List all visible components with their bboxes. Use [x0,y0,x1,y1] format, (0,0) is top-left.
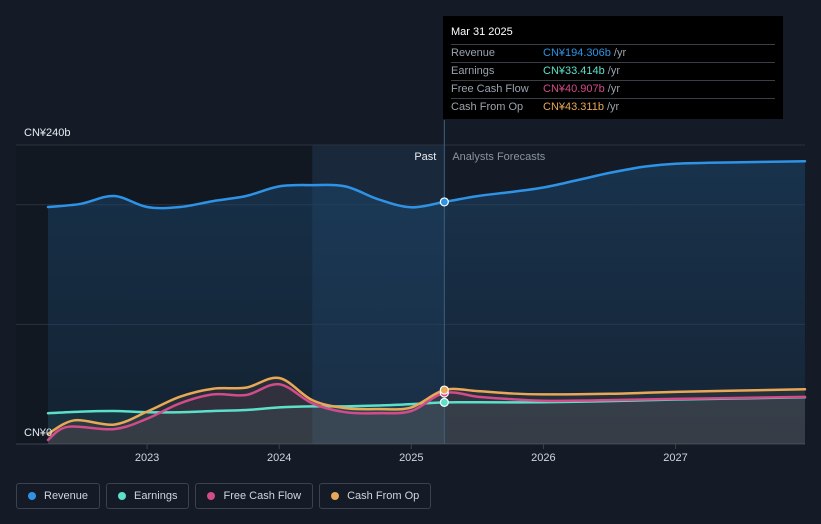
x-tick-label: 2026 [531,452,555,464]
legend-label: Revenue [44,490,89,502]
legend-label: Earnings [134,490,178,502]
free-cash-flow-area [48,384,805,444]
tooltip-row-cash-from-op: Cash From Op CN¥43.311b /yr [451,98,775,116]
tooltip-unit: /yr [607,65,621,77]
cash-from-op-line [46,376,807,436]
cash-from-op-marker [439,385,449,395]
tooltip-row-earnings: Earnings CN¥33.414b /yr [451,62,775,80]
tooltip-value: CN¥43.311b [543,101,604,113]
financial-chart: Past Analysts Forecasts CN¥240b CN¥0 202… [16,120,807,464]
x-tick-label: 2027 [663,452,687,464]
legend-item-revenue[interactable]: Revenue [16,483,101,509]
y-axis-max-label: CN¥240b [24,127,70,139]
tooltip-unit: /yr [607,83,621,95]
revenue-marker [439,197,449,207]
legend-label: Cash From Op [347,490,420,502]
revenue-line [46,160,807,210]
earnings-marker [439,397,449,407]
legend-item-earnings[interactable]: Earnings [106,483,190,509]
x-tick-label: 2024 [267,452,291,464]
tooltip-label: Cash From Op [451,101,524,113]
legend-dot-icon [28,492,36,500]
x-tick-label: 2025 [399,452,423,464]
earnings-area [48,397,805,444]
tooltip-value: CN¥194.306b [543,47,611,59]
legend-item-cash-from-op[interactable]: Cash From Op [319,483,432,509]
tooltip-unit: /yr [606,101,620,113]
past-label: Past [414,151,436,163]
legend-dot-icon [207,492,216,500]
legend-dot-icon [331,492,340,500]
forecast-label: Analysts Forecasts [452,151,545,163]
tooltip-label: Revenue [451,47,496,59]
tooltip-label: Earnings [451,65,495,77]
tooltip-row-free-cash-flow: Free Cash Flow CN¥40.907b /yr [451,80,775,98]
legend-dot-icon [118,492,127,500]
legend-label: Free Cash Flow [223,490,302,502]
tooltip-unit: /yr [613,47,627,59]
y-axis-zero-label: CN¥0 [24,427,52,439]
tooltip-row-revenue: Revenue CN¥194.306b /yr [451,44,775,62]
revenue-area [48,161,805,445]
legend-item-free-cash-flow[interactable]: Free Cash Flow [195,483,314,509]
chart-legend: Revenue Earnings Free Cash Flow Cash Fro… [16,483,432,509]
tooltip-value: CN¥33.414b [543,65,605,77]
tooltip-date: Mar 31 2025 [451,26,513,38]
data-tooltip: Mar 31 2025 Revenue CN¥194.306b /yr Earn… [443,16,783,119]
tooltip-value: CN¥40.907b [543,83,605,95]
free-cash-flow-line [46,382,807,442]
x-tick-label: 2023 [135,452,159,464]
tooltip-label: Free Cash Flow [451,83,529,95]
